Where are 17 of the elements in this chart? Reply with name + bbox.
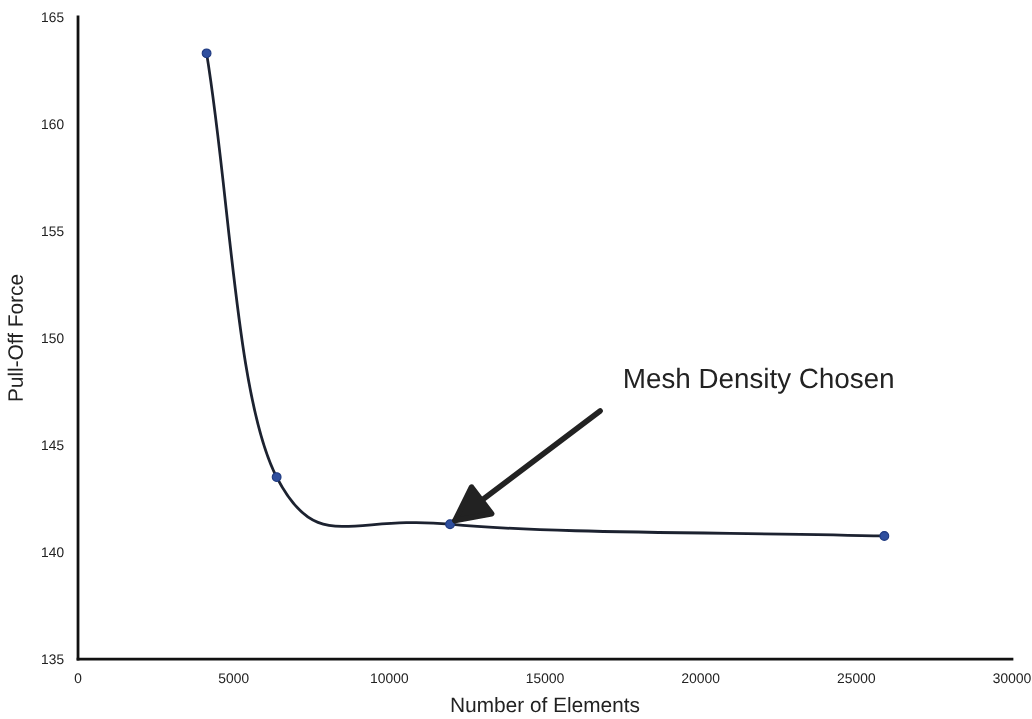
x-axis-title: Number of Elements (451, 696, 640, 713)
y-tick-label: 165 (42, 12, 64, 23)
y-tick-label: 145 (42, 440, 64, 451)
x-tick-label: 15000 (526, 673, 564, 684)
x-tick-label: 30000 (993, 673, 1031, 684)
y-tick-label: 140 (42, 547, 64, 558)
y-tick-label: 150 (42, 333, 64, 344)
x-tick-label: 5000 (218, 673, 249, 684)
x-tick-label: 25000 (837, 673, 876, 684)
x-tick-label: 10000 (371, 673, 409, 684)
annotation: Mesh Density Chosen (625, 367, 893, 394)
y-tick-label: 155 (42, 226, 64, 237)
y-tick-label: 135 (42, 654, 64, 665)
x-tick-label: 20000 (682, 673, 720, 684)
x-tick-label: 0 (74, 673, 82, 684)
y-axis-title: Pull-Off Force (7, 274, 23, 401)
y-tick-label: 160 (42, 119, 64, 130)
